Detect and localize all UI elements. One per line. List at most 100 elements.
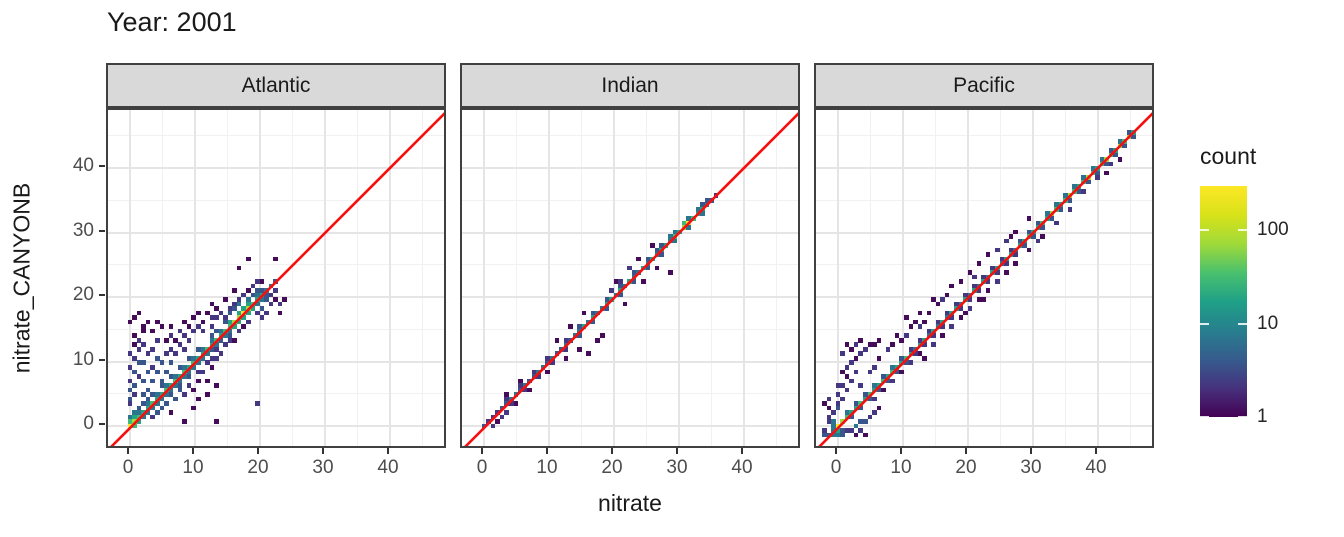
bin-cell <box>259 315 265 320</box>
bin-cell <box>1017 238 1023 244</box>
bin-cell <box>186 324 192 329</box>
bin-cell <box>1026 247 1032 253</box>
grid-line-minor-h <box>816 199 1152 201</box>
grid-line-major-v <box>1032 110 1034 446</box>
bin-cell <box>164 392 169 397</box>
bin-cell <box>700 202 705 208</box>
bin-cell <box>899 369 904 375</box>
bin-cell <box>972 283 977 289</box>
bin-cell <box>917 337 923 343</box>
facet-strip-label: Pacific <box>953 73 1015 97</box>
bin-cell <box>241 315 247 320</box>
bin-cell <box>994 247 1000 253</box>
bin-cell <box>1013 252 1018 257</box>
bin-cell <box>186 369 192 375</box>
x-axis-tick <box>965 448 967 454</box>
bin-cell <box>255 279 260 284</box>
bin-cell <box>136 410 142 415</box>
bin-cell <box>191 315 196 320</box>
bin-cell <box>132 414 137 420</box>
bin-cell <box>227 333 233 338</box>
bin-cell <box>1008 234 1014 239</box>
bin-cell <box>844 342 850 348</box>
bin-cell <box>863 392 868 397</box>
bin-cell <box>250 292 256 298</box>
bin-cell <box>958 306 964 311</box>
bin-cell <box>168 374 174 379</box>
legend-tick-label: 1 <box>1257 406 1268 427</box>
bin-cell <box>931 297 936 302</box>
x-tick-label: 40 <box>377 457 399 478</box>
bin-cell <box>141 414 146 420</box>
bin-cell <box>922 342 927 348</box>
bin-cell <box>1122 143 1127 149</box>
bin-cell <box>150 365 156 370</box>
bin-cell <box>127 387 133 393</box>
bin-cell <box>522 387 528 393</box>
bin-cell <box>1108 148 1114 153</box>
bin-cell <box>159 396 165 402</box>
bin-cell <box>863 419 868 424</box>
bin-cell <box>1013 229 1018 235</box>
bin-cell <box>1054 220 1059 226</box>
grid-line-minor-v <box>1000 110 1001 446</box>
grid-line-minor-v <box>870 110 871 446</box>
bin-cell <box>168 410 174 415</box>
grid-line-minor-v <box>935 110 936 446</box>
bin-cell <box>972 274 977 280</box>
y-axis-tick <box>99 294 105 296</box>
bin-cell <box>835 423 841 429</box>
bin-cell <box>876 337 882 343</box>
bin-cell <box>159 360 165 366</box>
bin-cell <box>255 310 260 316</box>
bin-cell <box>127 365 133 370</box>
x-tick-label: 30 <box>1020 457 1042 478</box>
bin-cell <box>246 297 251 302</box>
bin-cell <box>205 351 210 357</box>
bin-cell <box>840 419 845 424</box>
bin-cell <box>214 328 219 334</box>
bin-cell <box>145 319 151 325</box>
x-axis-tick <box>611 448 613 454</box>
bin-cell <box>840 396 845 402</box>
bin-cell <box>141 324 146 329</box>
bin-cell <box>876 387 882 393</box>
grid-line-minor-v <box>1065 110 1066 446</box>
bin-cell <box>949 283 955 289</box>
bin-cell <box>1085 179 1091 185</box>
x-axis-tick <box>835 448 837 454</box>
grid-line-major-v <box>129 110 131 446</box>
bin-cell <box>273 256 278 262</box>
bin-cell <box>545 369 550 375</box>
bin-cell <box>246 301 251 307</box>
x-axis-tick <box>322 448 324 454</box>
bin-cell <box>949 315 955 320</box>
bin-cell <box>136 374 142 379</box>
bin-cell <box>1131 134 1137 140</box>
bin-cell <box>831 419 836 424</box>
bin-cell <box>822 428 827 433</box>
bin-cell <box>976 288 982 293</box>
bin-cell <box>490 423 496 429</box>
bin-cell <box>200 355 206 361</box>
bin-cell <box>858 405 864 411</box>
bin-cell <box>236 310 242 316</box>
bin-cell <box>976 261 982 266</box>
bin-cell <box>195 360 201 366</box>
bin-cell <box>141 360 146 366</box>
x-tick-label: 10 <box>536 457 558 478</box>
x-axis-tick <box>1030 448 1032 454</box>
grid-line-minor-h <box>816 135 1152 137</box>
bin-cell <box>563 346 569 352</box>
bin-cell <box>545 355 550 361</box>
bin-cell <box>504 396 510 402</box>
bin-cell <box>509 401 514 406</box>
legend-tick <box>1238 322 1247 325</box>
grid-line-minor-h <box>108 264 444 266</box>
grid-line-major-v <box>483 110 485 446</box>
grid-line-major-h <box>816 296 1152 298</box>
bin-cell <box>182 346 187 352</box>
bin-cell <box>876 405 882 411</box>
bin-cell <box>518 383 523 388</box>
bin-cell <box>168 387 174 393</box>
